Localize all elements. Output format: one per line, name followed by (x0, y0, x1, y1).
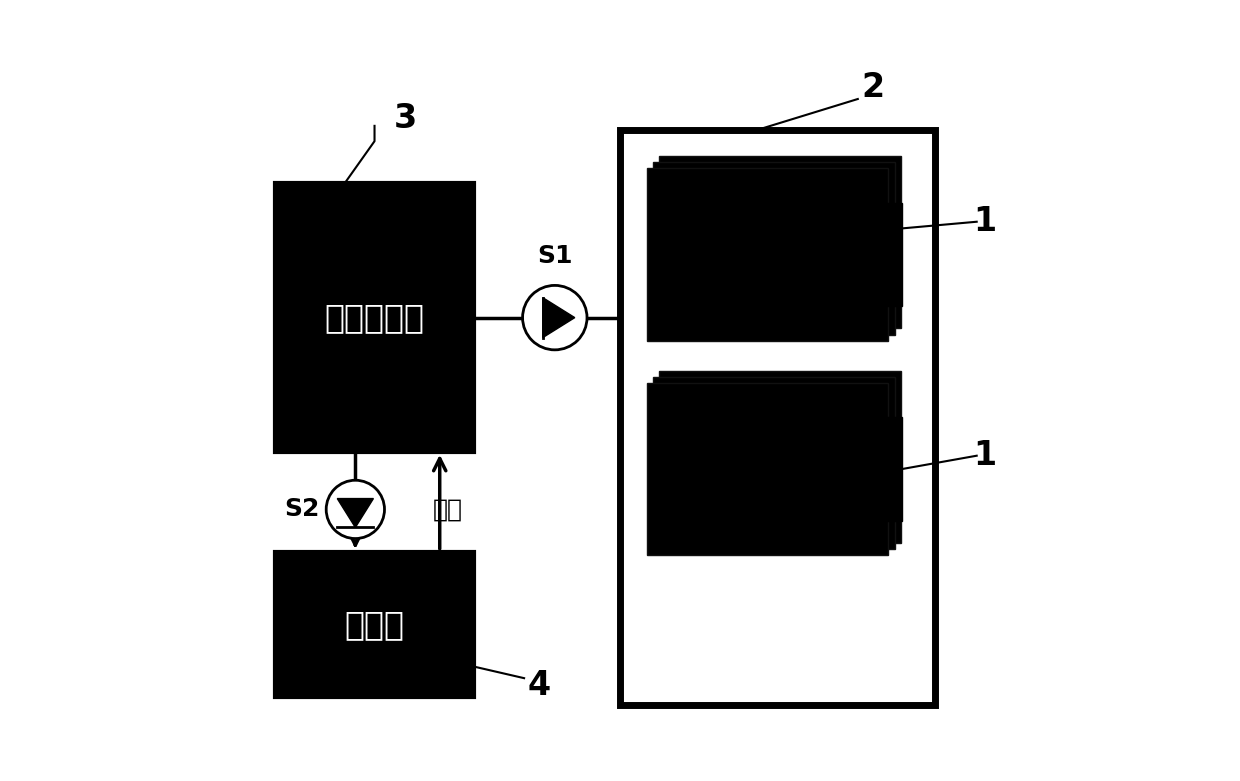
Bar (647, 383, 889, 555)
Polygon shape (543, 298, 575, 337)
Text: 4: 4 (528, 669, 551, 702)
Bar (660, 370, 900, 543)
Bar (275, 551, 474, 697)
Circle shape (326, 480, 384, 539)
Text: S2: S2 (284, 497, 320, 522)
Bar (647, 168, 889, 341)
Text: 2: 2 (862, 71, 884, 104)
Text: 1: 1 (973, 205, 996, 238)
Text: S1: S1 (537, 244, 573, 268)
Text: 1: 1 (973, 439, 996, 473)
Text: 超级电容器: 超级电容器 (325, 301, 424, 334)
Polygon shape (337, 498, 373, 527)
Text: 3: 3 (393, 102, 417, 134)
Bar (620, 130, 935, 705)
Bar (660, 155, 900, 328)
Bar (653, 162, 894, 334)
Circle shape (522, 285, 587, 350)
Text: 充电: 充电 (433, 497, 463, 522)
Bar (884, 417, 901, 521)
Bar (653, 376, 894, 549)
Bar (275, 184, 474, 452)
Bar (884, 202, 901, 306)
Text: 电动机: 电动机 (345, 608, 404, 641)
